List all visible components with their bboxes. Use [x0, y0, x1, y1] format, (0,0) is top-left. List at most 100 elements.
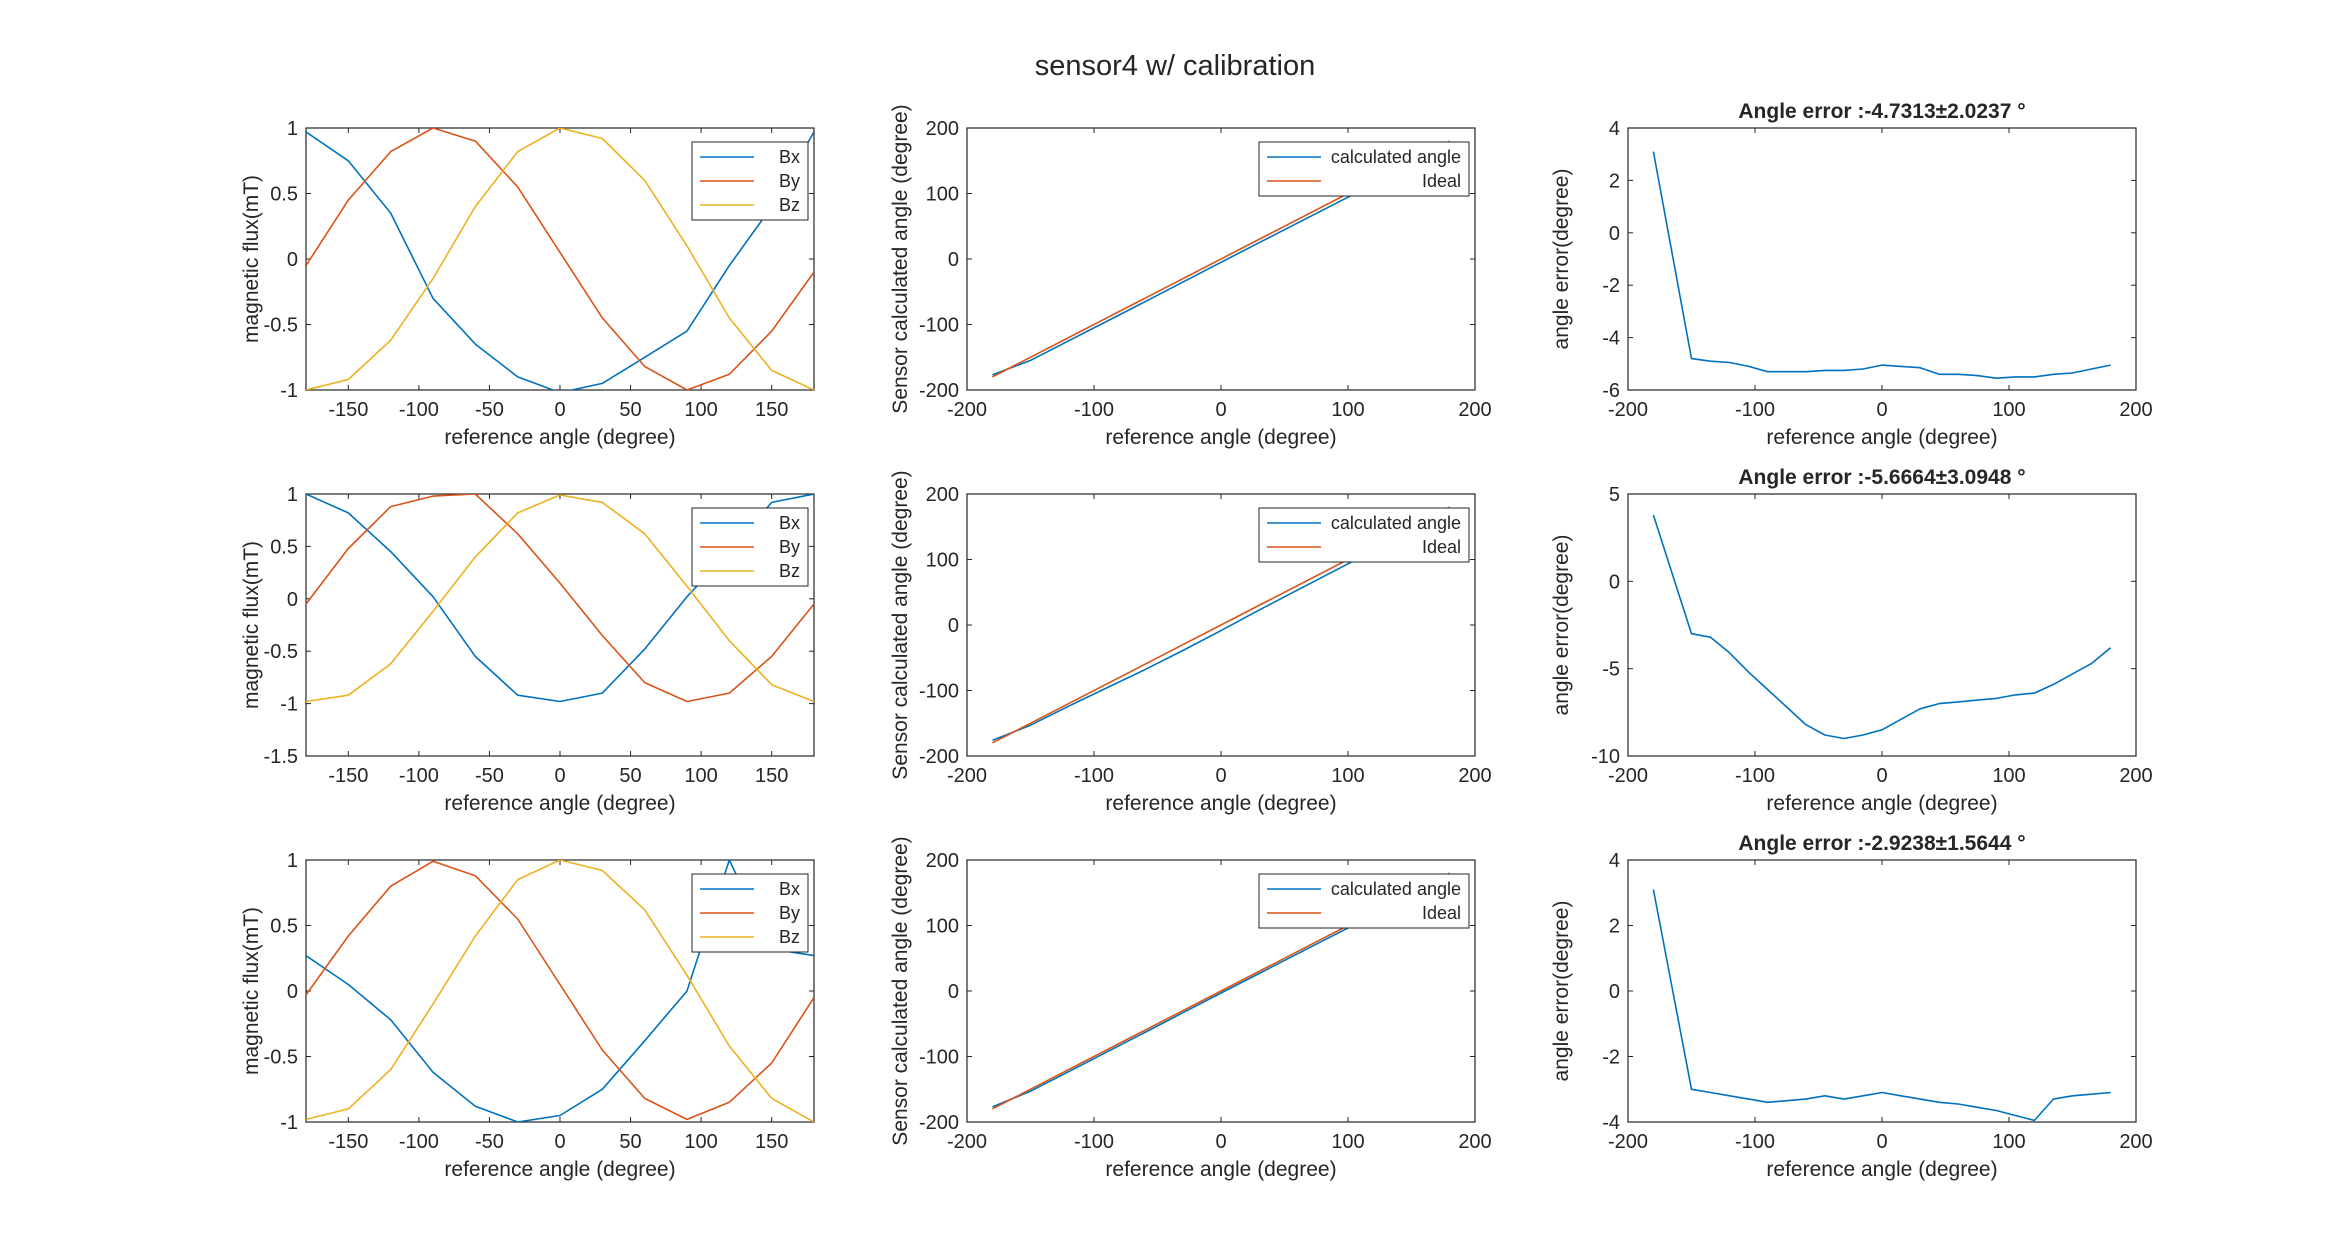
y-tick-label: 100: [926, 916, 959, 938]
subplot-title: Angle error :-5.6664±3.0948 °: [1738, 466, 2025, 489]
x-tick-label: 200: [2119, 399, 2152, 421]
legend-entry: calculated angle: [1331, 513, 1461, 533]
y-axis-label: Sensor calculated angle (degree): [889, 104, 912, 413]
subplot-r1c2: -200 -100 0 100 200 -200 -100 0 100 200 reference …: [889, 104, 1492, 449]
x-tick-label: 100: [684, 399, 717, 421]
legend: calculated angle Ideal: [1258, 873, 1470, 929]
subplot-r2c3: -200 -100 0 100 200 -10 -5 0 5 reference angle (d…: [1550, 466, 2153, 815]
y-tick-label: 2: [1609, 170, 1620, 192]
series-group: [1652, 514, 2112, 740]
legend-box: [1258, 873, 1470, 929]
x-tick-label: -150: [328, 1131, 368, 1153]
legend-entry: Bz: [779, 927, 800, 947]
y-tick-label: 0: [948, 249, 959, 271]
x-axis-label: reference angle (degree): [1105, 1158, 1336, 1181]
x-tick-label: 100: [684, 1131, 717, 1153]
x-tick-label: 200: [1458, 1131, 1491, 1153]
x-tick-label: 0: [1215, 765, 1226, 787]
y-tick-label: -200: [919, 746, 959, 768]
y-tick-label: 5: [1609, 484, 1620, 506]
legend: Bx By Bz: [691, 141, 809, 221]
x-tick-label: 50: [619, 1131, 641, 1153]
x-tick-label: -200: [1608, 399, 1648, 421]
x-tick-label: 200: [1458, 399, 1491, 421]
x-tick-label: -200: [947, 1131, 987, 1153]
y-axis-label: Sensor calculated angle (degree): [889, 836, 912, 1145]
x-tick-label: 0: [1215, 399, 1226, 421]
y-tick-label: -5: [1602, 659, 1620, 681]
subplot-title: Angle error :-2.9238±1.5644 °: [1738, 832, 2025, 855]
y-tick-label: 0: [287, 589, 298, 611]
series-line-bx: [306, 131, 814, 390]
x-tick-label: 100: [684, 765, 717, 787]
x-axis-label: reference angle (degree): [1105, 792, 1336, 815]
y-tick-label: -0.5: [264, 1047, 298, 1069]
x-tick-label: 200: [2119, 1131, 2152, 1153]
legend: calculated angle Ideal: [1258, 507, 1470, 563]
x-tick-label: -100: [1735, 765, 1775, 787]
legend-entry: By: [779, 537, 800, 557]
subplot-r3c1: -150 -100 -50 0 50 100 150 -1 -0.5 0 0.5 1 reference…: [240, 850, 815, 1181]
x-tick-label: -200: [947, 399, 987, 421]
y-tick-label: -2: [1602, 275, 1620, 297]
x-tick-label: -50: [475, 765, 504, 787]
x-tick-label: 200: [2119, 765, 2152, 787]
y-tick-label: 0: [287, 249, 298, 271]
x-tick-label: 0: [554, 1131, 565, 1153]
x-tick-label: 100: [1331, 1131, 1364, 1153]
legend-entry: By: [779, 903, 800, 923]
y-tick-label: 0.5: [270, 536, 298, 558]
x-tick-label: -100: [1074, 765, 1114, 787]
legend-entry: Bx: [779, 147, 800, 167]
subplot-r1c1: -150 -100 -50 0 50 100 150 -1 -0.5 0 0.5 1 reference…: [240, 118, 815, 449]
y-tick-label: 100: [926, 184, 959, 206]
x-tick-label: 200: [1458, 765, 1491, 787]
y-axis-label: angle error(degree): [1550, 901, 1573, 1082]
x-tick-label: -100: [399, 765, 439, 787]
legend-entry: Ideal: [1422, 171, 1461, 191]
y-tick-label: 0: [948, 981, 959, 1003]
y-tick-label: -100: [919, 681, 959, 703]
x-tick-label: 100: [1992, 765, 2025, 787]
x-tick-label: 0: [1876, 765, 1887, 787]
x-tick-label: -200: [1608, 1131, 1648, 1153]
series-line-bx: [306, 860, 814, 1122]
y-tick-label: -0.5: [264, 315, 298, 337]
series-line-by: [306, 494, 814, 703]
y-tick-label: 100: [926, 550, 959, 572]
legend-entry: calculated angle: [1331, 879, 1461, 899]
x-tick-label: 0: [1876, 1131, 1887, 1153]
subplot-r2c1: -150 -100 -50 0 50 100 150 -1.5 -1 -0.5 0 0.5 1 refer…: [240, 484, 815, 815]
y-axis-label: magnetic flux(mT): [240, 541, 263, 709]
legend-entry: Bz: [779, 195, 800, 215]
y-tick-label: 0.5: [270, 184, 298, 206]
series-line-bz: [306, 128, 814, 390]
x-tick-label: 0: [554, 399, 565, 421]
subplot-r1c3: -200 -100 0 100 200 -6 -4 -2 0 2 4 reference angle …: [1550, 100, 2153, 449]
legend-entry: Bz: [779, 561, 800, 581]
y-tick-label: -1: [280, 380, 298, 402]
legend-entry: Ideal: [1422, 903, 1461, 923]
y-tick-label: 0: [1609, 223, 1620, 245]
x-axis-label: reference angle (degree): [444, 426, 675, 449]
x-tick-label: 100: [1992, 399, 2025, 421]
subplot-title: Angle error :-4.7313±2.0237 °: [1738, 100, 2025, 123]
x-tick-label: -200: [1608, 765, 1648, 787]
x-tick-label: 100: [1331, 399, 1364, 421]
x-tick-label: -100: [1074, 1131, 1114, 1153]
x-axis-label: reference angle (degree): [1766, 426, 1997, 449]
x-axis-label: reference angle (degree): [1105, 426, 1336, 449]
axes-box: [1627, 127, 2137, 391]
y-tick-label: -1: [280, 694, 298, 716]
y-tick-label: -200: [919, 380, 959, 402]
y-tick-label: 1: [287, 118, 298, 140]
subplot-grid: -150 -100 -50 0 50 100 150-1-0.500.51reference…: [240, 100, 2153, 1181]
y-tick-label: -100: [919, 1047, 959, 1069]
x-tick-label: 0: [554, 765, 565, 787]
series-line-bz: [306, 860, 814, 1122]
x-axis-label: reference angle (degree): [1766, 1158, 1997, 1181]
x-axis-label: reference angle (degree): [1766, 792, 1997, 815]
y-tick-label: 200: [926, 850, 959, 872]
series-line-angle-error: [1652, 514, 2112, 740]
series-line-by: [306, 128, 814, 390]
